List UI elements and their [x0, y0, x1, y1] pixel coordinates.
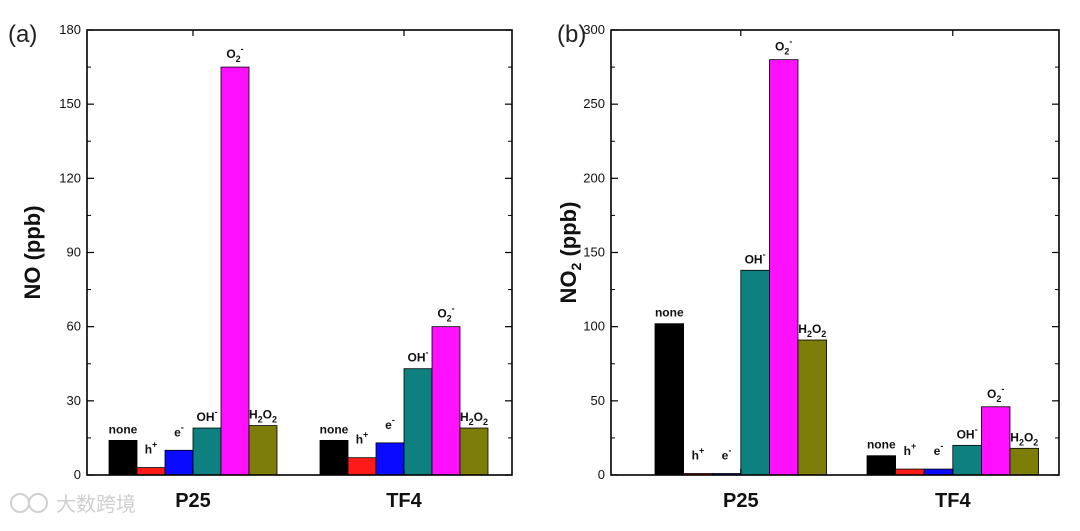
- panel-a: (a) NO (ppb) none h+ e- OH- O2- H2O2 P25 none h+ e-…: [8, 21, 513, 512]
- y-tick-label: 90: [67, 245, 81, 260]
- bar-label: none: [867, 438, 896, 452]
- bar-p25-none: [108, 439, 138, 476]
- y-tick-label: 200: [583, 170, 605, 185]
- bar-label: h+: [904, 441, 917, 458]
- bar-label: OH-: [408, 348, 429, 365]
- bar-tf4-oh: [952, 444, 982, 476]
- y-tick-label: 0: [74, 467, 81, 482]
- panel-label: (b): [557, 21, 586, 48]
- panel-b: (b) NO2 (ppb) none h+ e- OH- O2- H2O2 P25 none h+ e…: [556, 21, 1060, 512]
- bar-tf4-h: [895, 468, 925, 476]
- bar-label: e-: [722, 446, 732, 463]
- bar-label: OH-: [197, 407, 218, 424]
- y-axis-label: NO2 (ppb): [556, 202, 584, 304]
- y-tick-label: 150: [583, 245, 605, 260]
- y-tick-label: 300: [583, 22, 605, 37]
- plot-frame: [86, 29, 513, 476]
- bar-label: none: [655, 306, 684, 320]
- bar-tf4-none: [866, 455, 897, 476]
- bar-label: H2O2: [1010, 430, 1038, 447]
- bar-label: h+: [692, 446, 705, 463]
- bar-tf4-h2o2: [459, 427, 489, 476]
- x-tick-label: TF4: [386, 490, 422, 512]
- x-tick-label: TF4: [935, 490, 971, 512]
- panel-label: (a): [8, 21, 37, 48]
- bar-label: O2-: [437, 304, 454, 324]
- bar-label: H2O2: [460, 410, 488, 427]
- bar-label: OH-: [745, 249, 766, 266]
- bar-tf4-h: [347, 457, 377, 476]
- y-tick-label: 250: [583, 96, 605, 111]
- bar-label: none: [320, 422, 349, 436]
- bar-tf4-none: [319, 439, 349, 476]
- bar-label: e-: [385, 415, 395, 432]
- y-axis-label: NO (ppb): [20, 205, 45, 299]
- bar-label: O2-: [226, 44, 243, 64]
- watermark-text: 大数跨境: [56, 493, 136, 516]
- bar-tf4-o2: [981, 406, 1011, 476]
- bar-label: O2-: [775, 37, 792, 57]
- bar-p25-o2: [769, 59, 799, 476]
- bar-p25-o2: [220, 66, 250, 476]
- y-tick-label: 30: [67, 393, 81, 408]
- bar-tf4-h2o2: [1009, 447, 1040, 476]
- y-tick-label: 100: [583, 319, 605, 334]
- bar-label: e-: [174, 422, 184, 439]
- bar-tf4-e: [923, 468, 954, 476]
- bar-p25-h: [136, 467, 166, 476]
- bar-p25-oh: [192, 427, 222, 476]
- x-tick-label: P25: [723, 490, 759, 512]
- y-tick-label: 0: [598, 467, 605, 482]
- bar-tf4-o2: [431, 326, 461, 476]
- y-tick-label: 50: [591, 393, 605, 408]
- x-tick-label: P25: [175, 490, 211, 512]
- watermark: 大数跨境: [10, 493, 136, 516]
- bar-p25-h2o2: [797, 339, 828, 476]
- bar-label: h+: [356, 430, 369, 447]
- y-tick-label: 180: [59, 22, 81, 37]
- y-tick-label: 60: [67, 319, 81, 334]
- bar-tf4-e: [375, 442, 405, 476]
- bar-label: OH-: [957, 424, 978, 441]
- watermark-logo-icon: [28, 493, 48, 513]
- bar-label: h+: [145, 440, 158, 457]
- bar-label: H2O2: [249, 408, 277, 425]
- watermark-logo-icon: [10, 493, 30, 513]
- bar-p25-e: [164, 449, 194, 476]
- y-tick-label: 150: [59, 96, 81, 111]
- bar-tf4-oh: [403, 368, 433, 476]
- bar-label: H2O2: [798, 322, 826, 339]
- bar-label: e-: [934, 441, 944, 458]
- bar-p25-oh: [740, 269, 770, 476]
- bar-p25-none: [654, 323, 685, 476]
- y-tick-label: 120: [59, 170, 81, 185]
- bar-p25-h2o2: [248, 425, 278, 476]
- bar-label: O2-: [987, 384, 1004, 404]
- plot-frame: [610, 29, 1060, 476]
- bar-label: none: [109, 422, 138, 436]
